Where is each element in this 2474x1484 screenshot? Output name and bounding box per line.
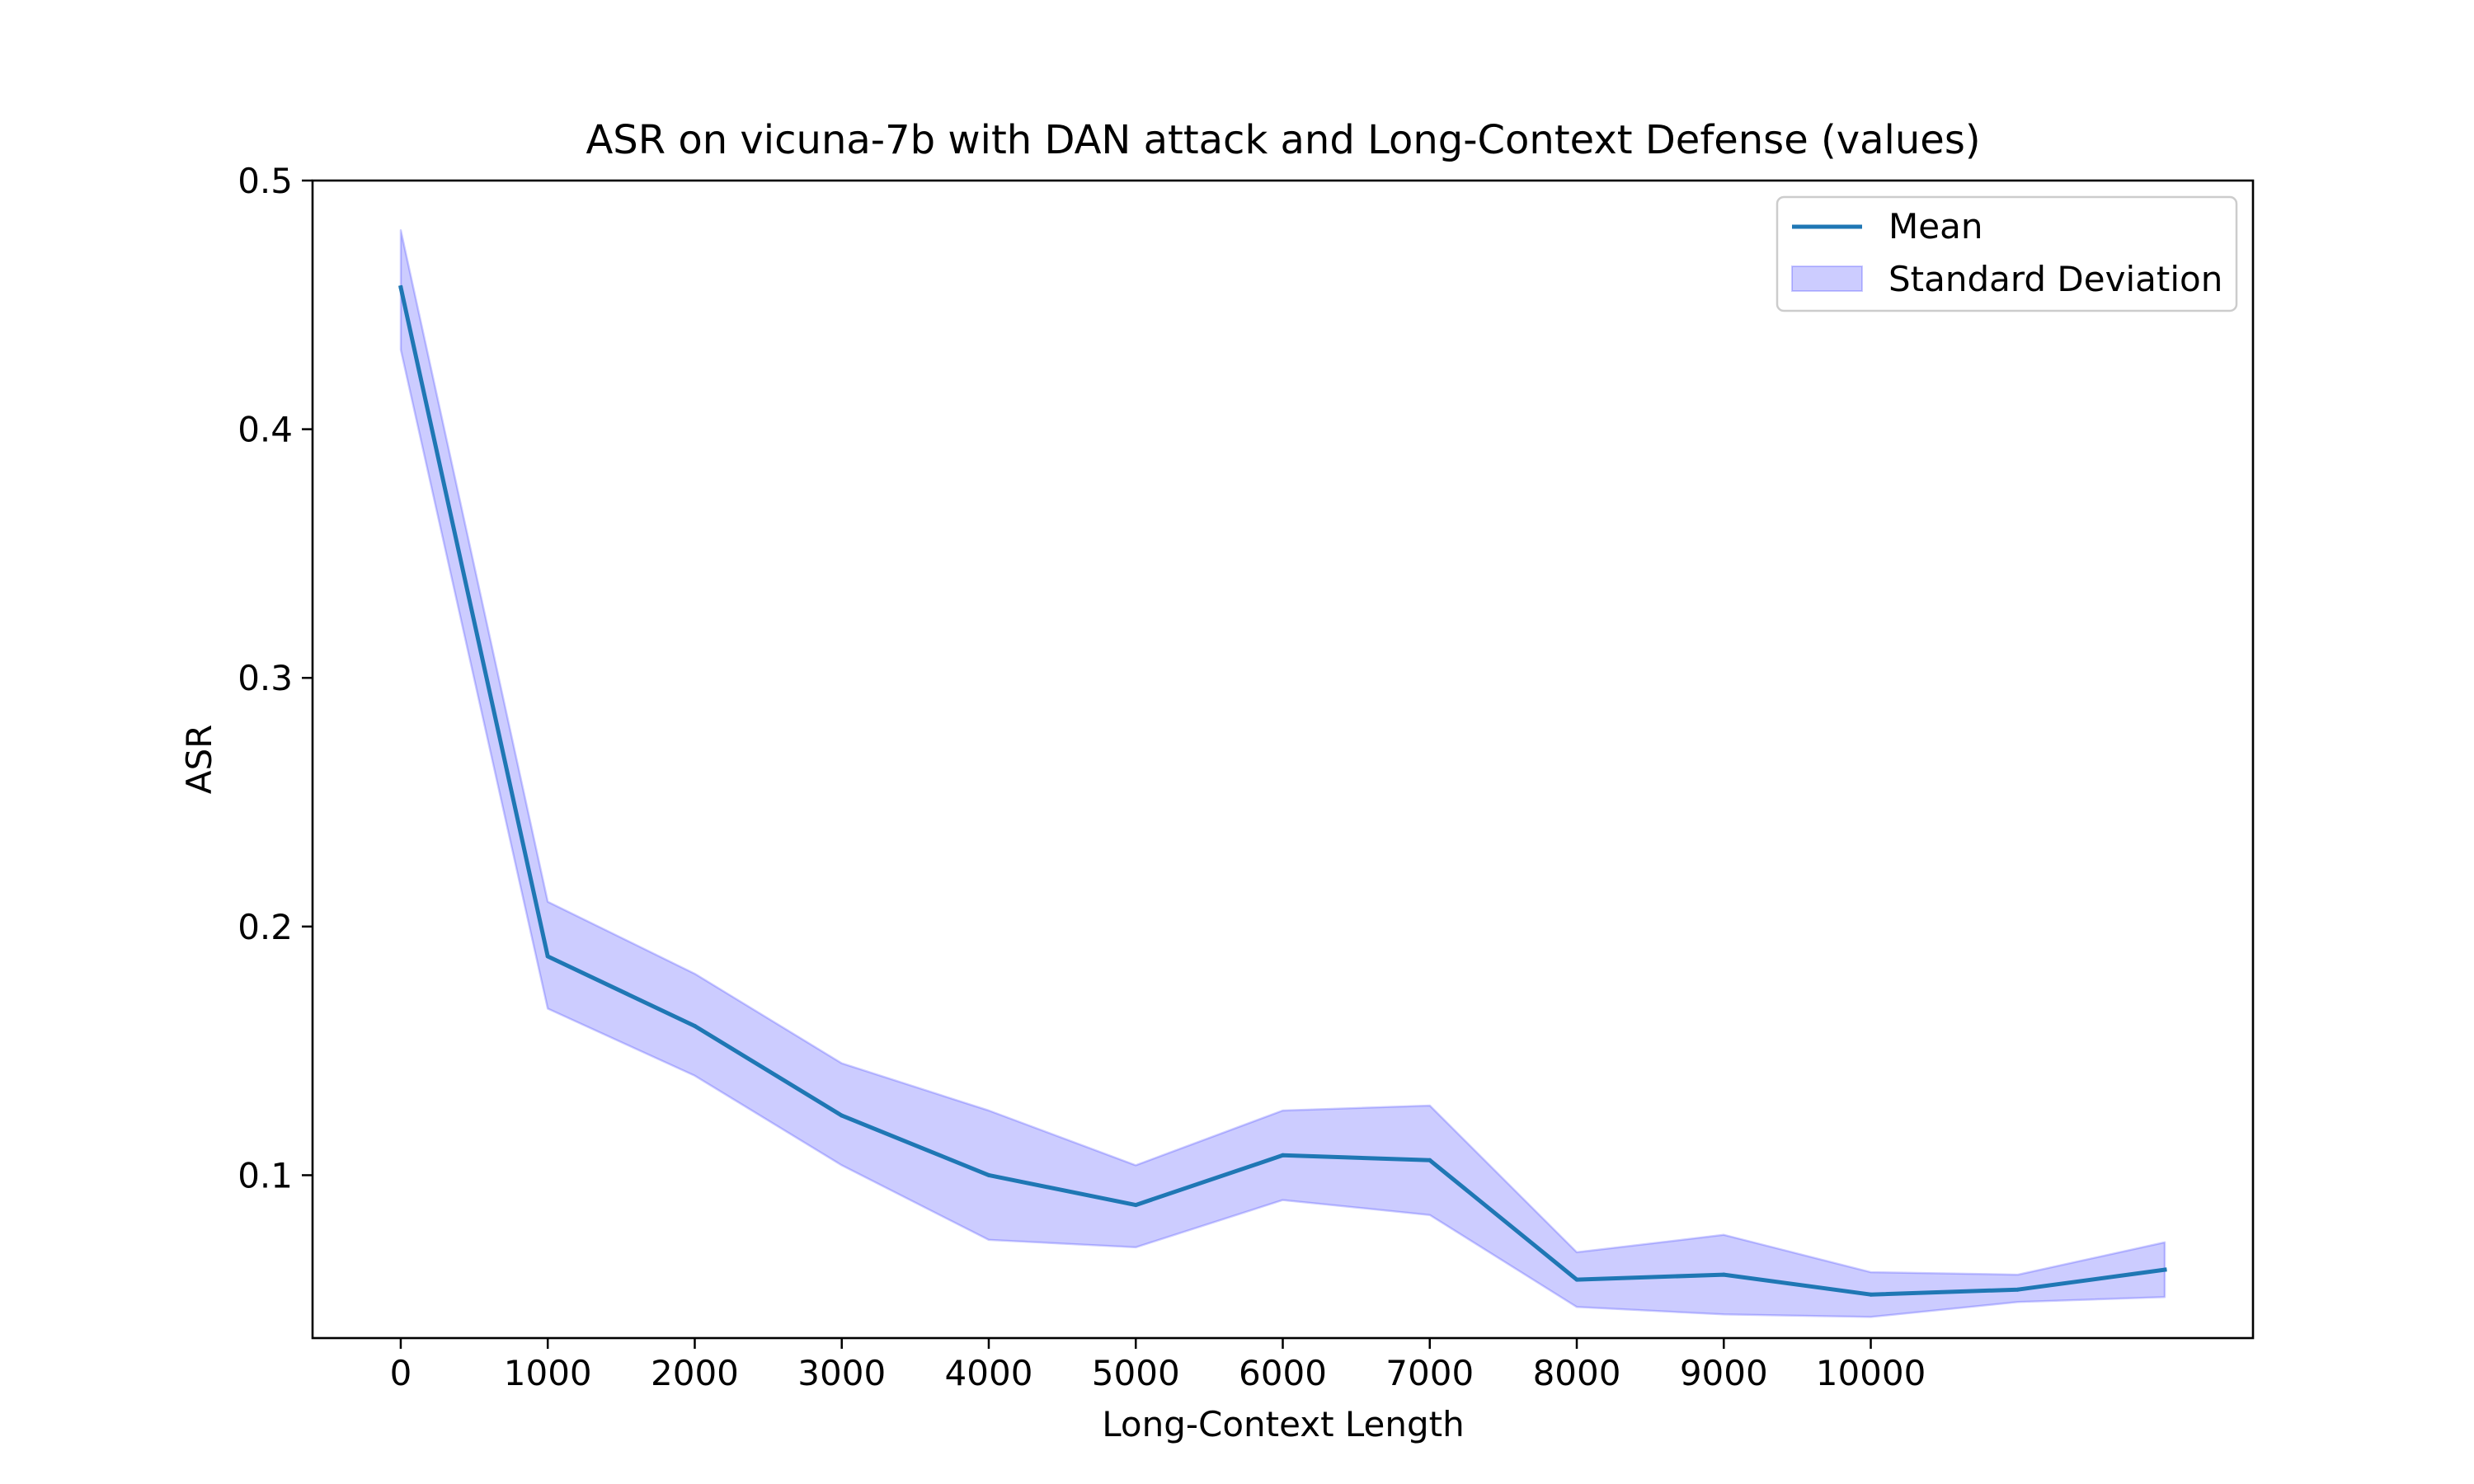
- y-tick-label: 0.4: [238, 410, 293, 450]
- mean-point-4: [986, 1172, 991, 1177]
- plot-area: [398, 229, 2167, 1318]
- mean-point-9: [1721, 1272, 1726, 1277]
- chart-title: ASR on vicuna-7b with DAN attack and Lon…: [586, 117, 1980, 163]
- mean-point-3: [840, 1113, 844, 1118]
- x-tick-label: 2000: [651, 1353, 739, 1393]
- x-tick-label: 0: [390, 1353, 412, 1393]
- mean-point-7: [1427, 1158, 1432, 1162]
- mean-point-11: [2015, 1287, 2020, 1292]
- mean-line-layer: [398, 284, 2167, 1297]
- x-tick-label: 4000: [945, 1353, 1033, 1393]
- y-axis-label: ASR: [179, 725, 219, 795]
- x-tick-label: 7000: [1385, 1353, 1474, 1393]
- y-tick-label: 0.1: [238, 1155, 293, 1195]
- std-band-layer: [399, 229, 2166, 1318]
- y-tick-label: 0.5: [238, 161, 293, 201]
- x-tick-label: 8000: [1533, 1353, 1621, 1393]
- mean-point-5: [1133, 1203, 1138, 1208]
- legend-frame: [1776, 195, 2238, 312]
- mean-point-0: [398, 285, 403, 290]
- y-axis: 0.1 0.2 0.3 0.4 0.5: [238, 161, 313, 1195]
- legend-std-label: Standard Deviation: [1888, 259, 2222, 299]
- y-tick-label: 0.3: [238, 658, 293, 698]
- legend: Mean Standard Deviation: [1776, 195, 2238, 312]
- std-band: [399, 229, 2166, 1318]
- mean-point-8: [1574, 1277, 1579, 1282]
- x-tick-label: 3000: [797, 1353, 886, 1393]
- x-axis-label: Long-Context Length: [1102, 1404, 1465, 1444]
- y-tick-label: 0.2: [238, 907, 293, 947]
- legend-std-swatch: [1791, 265, 1863, 292]
- x-tick-label: 6000: [1239, 1353, 1327, 1393]
- mean-point-10: [1869, 1292, 1873, 1297]
- x-tick-label: 5000: [1092, 1353, 1180, 1393]
- x-tick-label: 1000: [504, 1353, 592, 1393]
- mean-point-12: [2162, 1267, 2167, 1272]
- x-tick-label: 9000: [1680, 1353, 1768, 1393]
- legend-mean-label: Mean: [1888, 206, 1982, 247]
- x-axis: 0 1000 2000 3000 4000 5000 6000 7000 8000 9000 100…: [390, 1338, 1926, 1393]
- mean-point-2: [693, 1024, 697, 1028]
- x-tick-label: 10000: [1816, 1353, 1926, 1393]
- mean-point-1: [545, 954, 550, 959]
- mean-point-6: [1281, 1153, 1285, 1158]
